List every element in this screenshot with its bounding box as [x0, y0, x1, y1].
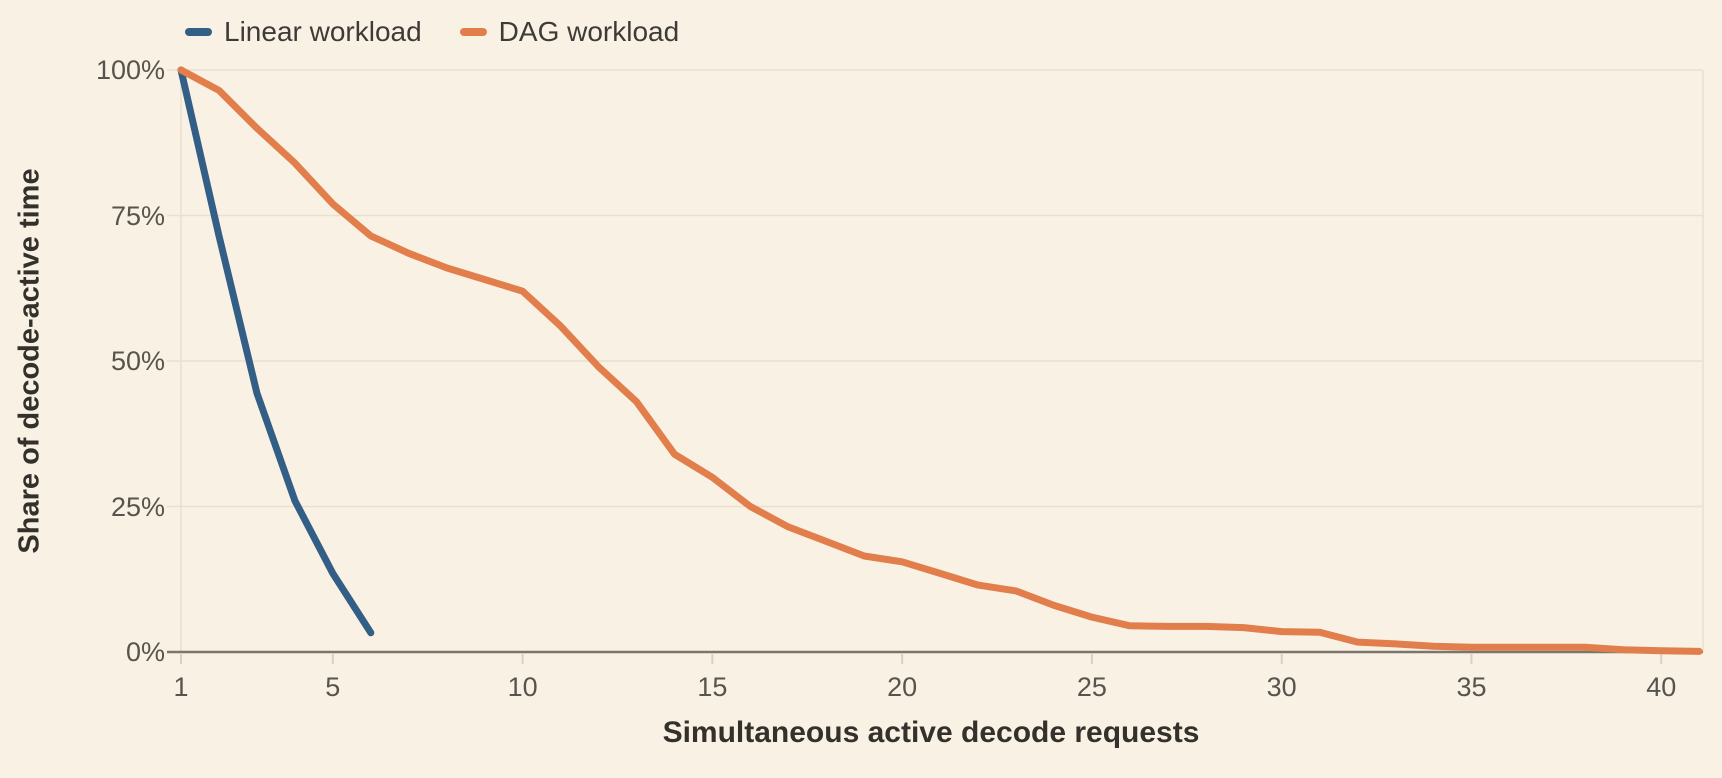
y-tick-label: 50%: [110, 346, 165, 376]
y-axis-title: Share of decode-active time: [13, 168, 46, 554]
legend-label-linear-workload: Linear workload: [224, 16, 422, 47]
x-tick-label: 20: [887, 672, 918, 702]
legend-label-dag-workload: DAG workload: [498, 16, 680, 47]
dag-workload-line: [177, 66, 1703, 655]
y-tick-label: 25%: [110, 491, 165, 522]
x-tick-label: 5: [325, 672, 341, 702]
y-tick-label: 100%: [95, 55, 165, 85]
x-axis-title: Simultaneous active decode requests: [662, 716, 1200, 749]
x-tick-label: 1: [173, 672, 189, 702]
x-tick-label: 30: [1266, 672, 1297, 702]
x-tick-label: 25: [1076, 672, 1107, 702]
legend-item-dag-workload: DAG workload: [459, 14, 680, 50]
linear-workload-line: [177, 66, 375, 637]
x-tick-label: 40: [1646, 672, 1677, 702]
dag-workload-swatch-icon: [459, 28, 487, 36]
legend: Linear workload DAG workload: [185, 14, 679, 50]
y-tick-label: 0%: [125, 637, 165, 667]
y-tick-label: 75%: [110, 200, 165, 231]
legend-item-linear-workload: Linear workload: [185, 14, 422, 50]
x-tick-label: 15: [697, 672, 728, 702]
x-tick-label: 10: [507, 672, 538, 702]
linear-workload-swatch-icon: [185, 28, 212, 36]
x-tick-label: 35: [1456, 672, 1487, 702]
